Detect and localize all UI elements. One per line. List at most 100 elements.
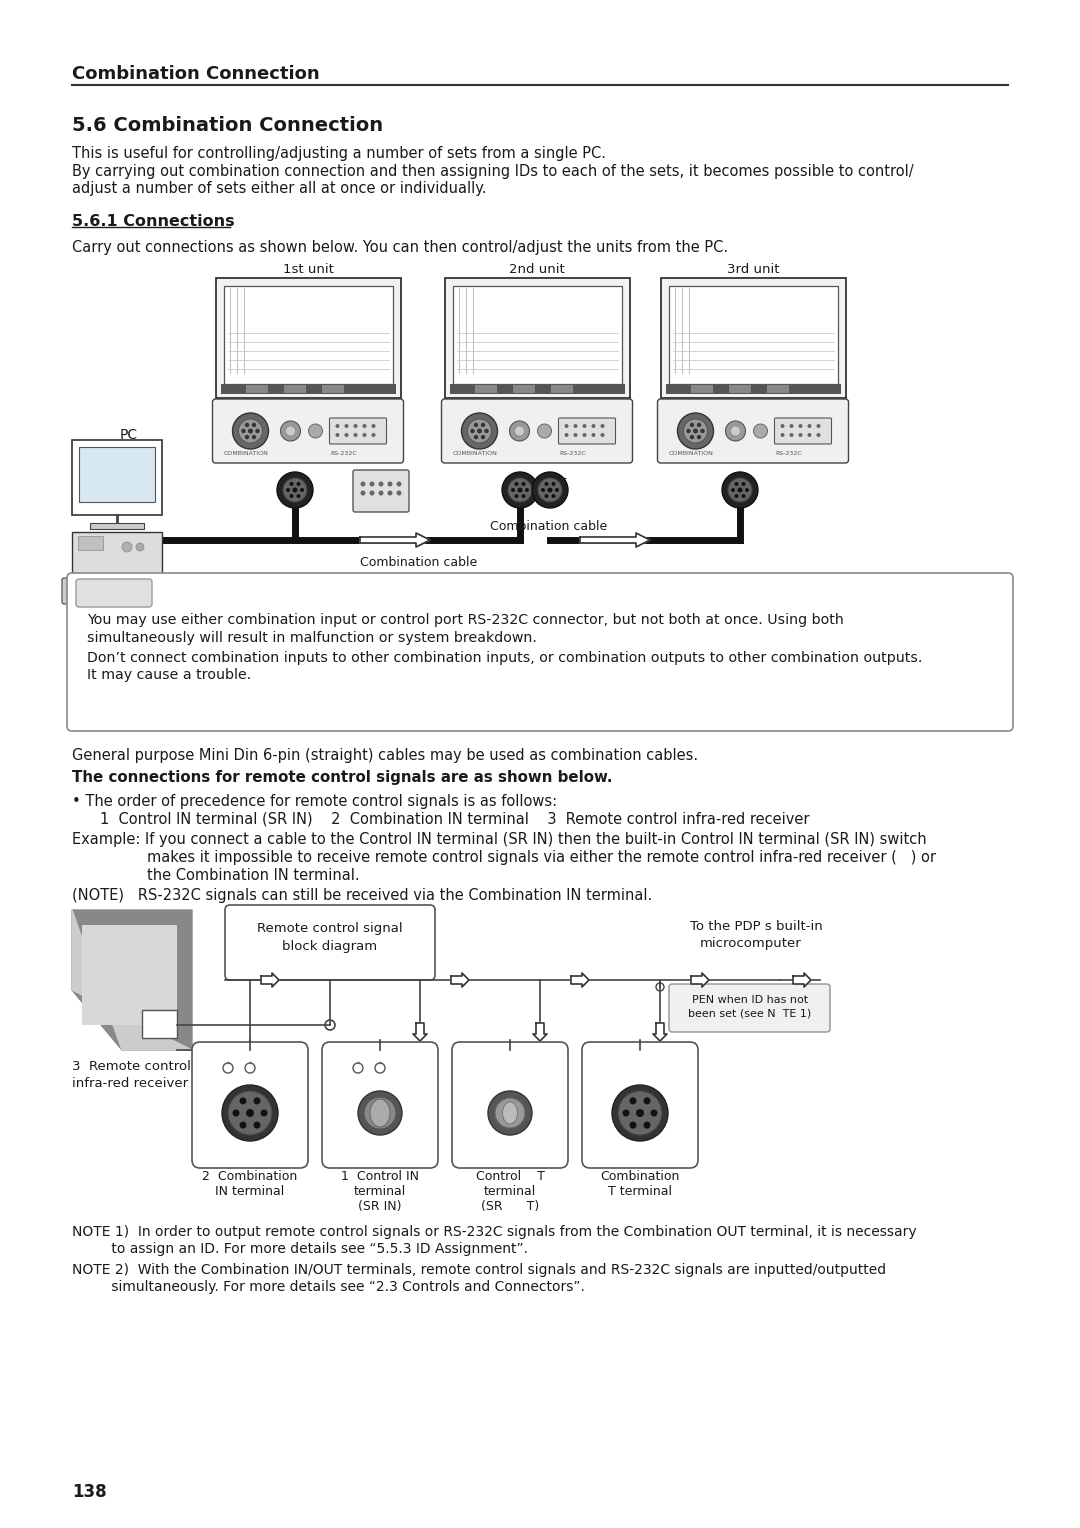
FancyBboxPatch shape xyxy=(690,385,713,393)
Circle shape xyxy=(252,423,256,428)
FancyBboxPatch shape xyxy=(442,399,633,463)
Circle shape xyxy=(544,481,549,486)
Circle shape xyxy=(514,426,525,435)
FancyBboxPatch shape xyxy=(72,532,162,578)
FancyBboxPatch shape xyxy=(558,419,616,445)
Text: • The order of precedence for remote control signals is as follows:: • The order of precedence for remote con… xyxy=(72,795,557,808)
Text: NOTE: NOTE xyxy=(95,597,133,610)
FancyBboxPatch shape xyxy=(453,286,621,384)
Circle shape xyxy=(364,1097,396,1129)
Circle shape xyxy=(592,423,595,428)
Circle shape xyxy=(361,481,365,486)
Ellipse shape xyxy=(370,1099,390,1128)
Circle shape xyxy=(255,429,259,434)
Text: 3  Remote control: 3 Remote control xyxy=(72,1060,191,1073)
Polygon shape xyxy=(72,911,192,1050)
Circle shape xyxy=(396,490,402,495)
FancyBboxPatch shape xyxy=(192,1042,308,1167)
Circle shape xyxy=(636,1109,644,1117)
Circle shape xyxy=(345,432,349,437)
FancyBboxPatch shape xyxy=(92,591,102,599)
Circle shape xyxy=(361,490,365,495)
Text: IN: IN xyxy=(727,477,741,490)
Text: PC: PC xyxy=(120,428,138,442)
Circle shape xyxy=(726,422,745,442)
Circle shape xyxy=(508,478,532,503)
Circle shape xyxy=(630,1122,636,1129)
Circle shape xyxy=(286,487,291,492)
Text: Remote control signal: Remote control signal xyxy=(257,921,403,935)
Text: Combination cable: Combination cable xyxy=(360,556,477,568)
FancyBboxPatch shape xyxy=(103,584,112,590)
FancyBboxPatch shape xyxy=(125,584,134,590)
FancyBboxPatch shape xyxy=(90,523,144,529)
Circle shape xyxy=(541,487,545,492)
Text: terminal: terminal xyxy=(484,1186,536,1198)
Text: simultaneously will result in malfunction or system breakdown.: simultaneously will result in malfunctio… xyxy=(87,631,537,645)
Circle shape xyxy=(245,423,249,428)
Circle shape xyxy=(612,1085,669,1141)
Text: to assign an ID. For more details see “5.5.3 ID Assignment”.: to assign an ID. For more details see “5… xyxy=(72,1242,528,1256)
Circle shape xyxy=(798,432,802,437)
Circle shape xyxy=(474,423,478,428)
FancyBboxPatch shape xyxy=(322,385,343,393)
Circle shape xyxy=(388,490,392,495)
Circle shape xyxy=(644,1097,650,1105)
Circle shape xyxy=(369,490,375,495)
Polygon shape xyxy=(691,973,708,987)
Text: NOTE 1)  In order to output remote control signals or RS-232C signals from the C: NOTE 1) In order to output remote contro… xyxy=(72,1225,917,1239)
Text: 2nd unit: 2nd unit xyxy=(509,263,565,277)
Circle shape xyxy=(239,419,262,443)
Text: 5.6 Combination Connection: 5.6 Combination Connection xyxy=(72,116,383,134)
FancyBboxPatch shape xyxy=(353,471,409,512)
Circle shape xyxy=(122,542,132,552)
FancyBboxPatch shape xyxy=(680,397,825,406)
Text: simultaneously. For more details see “2.3 Controls and Connectors”.: simultaneously. For more details see “2.… xyxy=(72,1280,585,1294)
Circle shape xyxy=(517,487,523,492)
Circle shape xyxy=(552,481,555,486)
Circle shape xyxy=(789,432,794,437)
Circle shape xyxy=(502,472,538,507)
Circle shape xyxy=(372,423,376,428)
Text: infra-red receiver: infra-red receiver xyxy=(72,1077,188,1089)
Circle shape xyxy=(781,423,784,428)
Polygon shape xyxy=(580,533,650,547)
Text: To the PDP s built-in: To the PDP s built-in xyxy=(690,920,823,934)
Circle shape xyxy=(808,423,811,428)
Polygon shape xyxy=(413,1024,427,1041)
Circle shape xyxy=(552,494,555,498)
Circle shape xyxy=(396,481,402,486)
Text: (SR      T): (SR T) xyxy=(481,1199,539,1213)
Circle shape xyxy=(246,1109,254,1117)
Circle shape xyxy=(470,429,475,434)
Circle shape xyxy=(336,423,339,428)
Circle shape xyxy=(254,1097,260,1105)
Circle shape xyxy=(514,494,518,498)
FancyBboxPatch shape xyxy=(729,385,751,393)
Circle shape xyxy=(481,423,485,428)
Circle shape xyxy=(592,432,595,437)
Circle shape xyxy=(468,419,491,443)
Text: 138: 138 xyxy=(72,1484,107,1500)
Text: Combination cable: Combination cable xyxy=(490,520,607,533)
Text: NOTE 2)  With the Combination IN/OUT terminals, remote control signals and RS-23: NOTE 2) With the Combination IN/OUT term… xyxy=(72,1264,886,1277)
Circle shape xyxy=(644,1122,650,1129)
Text: You may use either combination input or control port RS-232C connector, but not : You may use either combination input or … xyxy=(87,613,843,626)
Circle shape xyxy=(241,429,246,434)
Text: This is useful for controlling/adjusting a number of sets from a single PC.: This is useful for controlling/adjusting… xyxy=(72,147,606,160)
FancyBboxPatch shape xyxy=(453,1042,568,1167)
FancyBboxPatch shape xyxy=(70,591,79,599)
Circle shape xyxy=(730,426,741,435)
Circle shape xyxy=(511,487,515,492)
Circle shape xyxy=(309,423,323,439)
FancyBboxPatch shape xyxy=(551,385,572,393)
Circle shape xyxy=(510,422,529,442)
Circle shape xyxy=(734,481,739,486)
FancyBboxPatch shape xyxy=(158,584,167,590)
Text: Combination: Combination xyxy=(600,1170,679,1183)
Circle shape xyxy=(336,432,339,437)
FancyBboxPatch shape xyxy=(661,278,846,397)
Circle shape xyxy=(228,1091,272,1135)
Text: Combination Connection: Combination Connection xyxy=(72,66,320,83)
FancyBboxPatch shape xyxy=(235,397,380,406)
